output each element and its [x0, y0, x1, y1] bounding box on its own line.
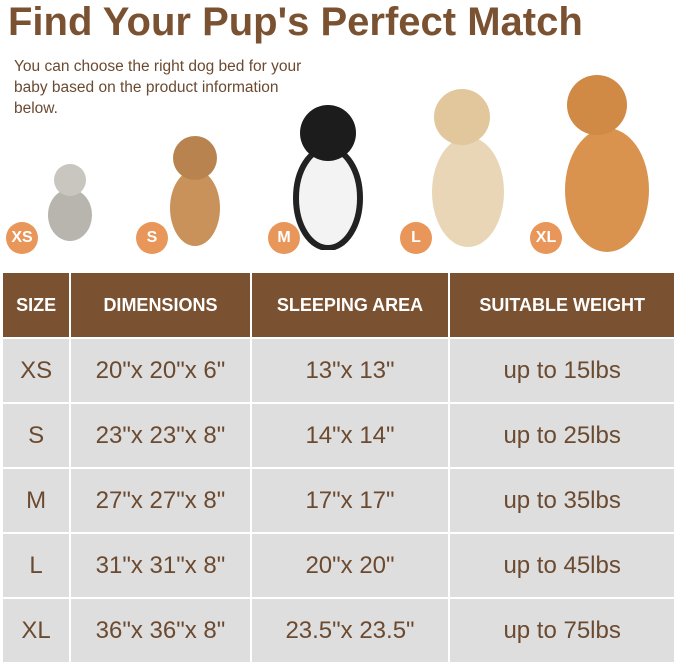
- cell-dimensions: 20"x 20"x 6": [71, 339, 250, 402]
- cell-dimensions: 31"x 31"x 8": [71, 534, 250, 597]
- table-row: S 23"x 23"x 8" 14"x 14" up to 25lbs: [3, 404, 674, 467]
- cell-suitable-weight: up to 15lbs: [450, 339, 674, 402]
- size-badge-l: L: [400, 222, 432, 254]
- cell-sleeping-area: 17"x 17": [251, 469, 449, 532]
- cell-size: L: [3, 534, 70, 597]
- cell-suitable-weight: up to 25lbs: [450, 404, 674, 467]
- cell-size: M: [3, 469, 70, 532]
- large-golden-retriever-image: [565, 75, 649, 252]
- header-size: SIZE: [3, 273, 70, 337]
- table-row: XL 36"x 36"x 8" 23.5"x 23.5" up to 75lbs: [3, 599, 674, 662]
- subtitle: You can choose the right dog bed for you…: [14, 58, 302, 117]
- french-bulldog-image: [170, 136, 220, 246]
- cell-dimensions: 23"x 23"x 8": [71, 404, 250, 467]
- page-title: Find Your Pup's Perfect Match: [8, 0, 583, 44]
- cell-size: XS: [3, 339, 70, 402]
- cell-suitable-weight: up to 45lbs: [450, 534, 674, 597]
- size-badge-m: M: [268, 222, 300, 254]
- header-suitable-weight: SUITABLE WEIGHT: [450, 273, 674, 337]
- cell-sleeping-area: 23.5"x 23.5": [251, 599, 449, 662]
- cell-suitable-weight: up to 35lbs: [450, 469, 674, 532]
- size-badge-xs: XS: [6, 222, 38, 254]
- table-row: M 27"x 27"x 8" 17"x 17" up to 35lbs: [3, 469, 674, 532]
- border-collie-image: [293, 105, 363, 250]
- header-sleeping-area: SLEEPING AREA: [251, 273, 449, 337]
- cat-image: [48, 164, 92, 241]
- size-table: SIZE DIMENSIONS SLEEPING AREA SUITABLE W…: [1, 271, 676, 664]
- table-row: L 31"x 31"x 8" 20"x 20" up to 45lbs: [3, 534, 674, 597]
- cell-dimensions: 36"x 36"x 8": [71, 599, 250, 662]
- size-badge-s: S: [136, 222, 168, 254]
- cell-size: XL: [3, 599, 70, 662]
- cell-suitable-weight: up to 75lbs: [450, 599, 674, 662]
- table-header-row: SIZE DIMENSIONS SLEEPING AREA SUITABLE W…: [3, 273, 674, 337]
- cell-sleeping-area: 13"x 13": [251, 339, 449, 402]
- cell-size: S: [3, 404, 70, 467]
- size-badge-xl: XL: [530, 222, 562, 254]
- table-row: XS 20"x 20"x 6" 13"x 13" up to 15lbs: [3, 339, 674, 402]
- golden-retriever-image: [432, 89, 504, 247]
- cell-sleeping-area: 20"x 20": [251, 534, 449, 597]
- cell-dimensions: 27"x 27"x 8": [71, 469, 250, 532]
- cell-sleeping-area: 14"x 14": [251, 404, 449, 467]
- header-dimensions: DIMENSIONS: [71, 273, 250, 337]
